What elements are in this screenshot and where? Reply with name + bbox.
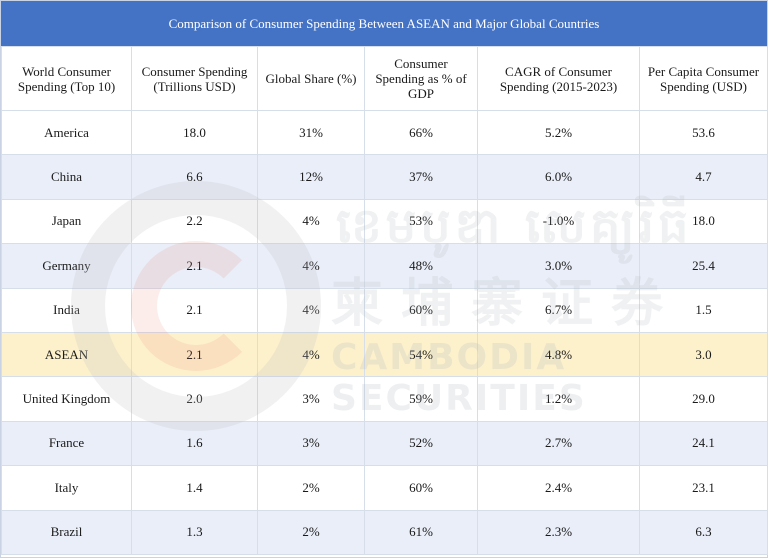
table-row: Brazil 1.3 2% 61% 2.3% 6.3 [1, 509, 768, 555]
cell-cagr: 3.0% [477, 243, 640, 289]
cell-country: China [1, 154, 132, 200]
cell-global-share: 4% [257, 198, 365, 245]
cell-spending-pct-gdp: 60% [364, 465, 478, 511]
cell-per-capita: 25.4 [639, 243, 768, 289]
cell-global-share: 3% [257, 376, 365, 422]
cell-cagr: 2.4% [477, 465, 640, 511]
cell-consumer-spending: 1.3 [131, 509, 258, 555]
table-title: Comparison of Consumer Spending Between … [1, 1, 767, 46]
cell-consumer-spending: 1.4 [131, 465, 258, 511]
cell-spending-pct-gdp: 37% [364, 154, 478, 200]
cell-global-share: 4% [257, 331, 365, 378]
cell-global-share: 2% [257, 509, 365, 555]
table-row: Germany 2.1 4% 48% 3.0% 25.4 [1, 243, 768, 289]
cell-cagr: 5.2% [477, 109, 640, 156]
cell-per-capita: 18.0 [639, 198, 768, 245]
cell-spending-pct-gdp: 52% [364, 420, 478, 467]
cell-spending-pct-gdp: 54% [364, 331, 478, 378]
table-row: China 6.6 12% 37% 6.0% 4.7 [1, 154, 768, 200]
header-cagr: CAGR of Consumer Spending (2015-2023) [477, 46, 640, 111]
table-row: France 1.6 3% 52% 2.7% 24.1 [1, 420, 768, 467]
cell-spending-pct-gdp: 48% [364, 243, 478, 289]
table-row: Japan 2.2 4% 53% -1.0% 18.0 [1, 198, 768, 245]
cell-spending-pct-gdp: 60% [364, 287, 478, 333]
cell-global-share: 4% [257, 287, 365, 333]
cell-cagr: -1.0% [477, 198, 640, 245]
cell-consumer-spending: 2.2 [131, 198, 258, 245]
cell-cagr: 1.2% [477, 376, 640, 422]
cell-consumer-spending: 1.6 [131, 420, 258, 467]
cell-global-share: 12% [257, 154, 365, 200]
cell-spending-pct-gdp: 53% [364, 198, 478, 245]
cell-per-capita: 3.0 [639, 331, 768, 378]
cell-global-share: 3% [257, 420, 365, 467]
header-consumer-spending: Consumer Spending (Trillions USD) [131, 46, 258, 111]
cell-per-capita: 1.5 [639, 287, 768, 333]
cell-spending-pct-gdp: 59% [364, 376, 478, 422]
table-body: America 18.0 31% 66% 5.2% 53.6 China 6.6 12% 37% 6… [1, 109, 768, 555]
cell-cagr: 4.8% [477, 331, 640, 378]
cell-country: America [1, 109, 132, 156]
cell-per-capita: 53.6 [639, 109, 768, 156]
cell-country: Germany [1, 243, 132, 289]
cell-country: United Kingdom [1, 376, 132, 422]
cell-consumer-spending: 2.0 [131, 376, 258, 422]
table-row: India 2.1 4% 60% 6.7% 1.5 [1, 287, 768, 333]
cell-country: Brazil [1, 509, 132, 555]
cell-consumer-spending: 6.6 [131, 154, 258, 200]
header-per-capita: Per Capita Consumer Spending (USD) [639, 46, 768, 111]
cell-per-capita: 24.1 [639, 420, 768, 467]
table-row: Italy 1.4 2% 60% 2.4% 23.1 [1, 465, 768, 511]
cell-per-capita: 29.0 [639, 376, 768, 422]
cell-per-capita: 6.3 [639, 509, 768, 555]
table-row: United Kingdom 2.0 3% 59% 1.2% 29.0 [1, 376, 768, 422]
cell-global-share: 4% [257, 243, 365, 289]
cell-spending-pct-gdp: 66% [364, 109, 478, 156]
table-row: America 18.0 31% 66% 5.2% 53.6 [1, 109, 768, 156]
cell-country: India [1, 287, 132, 333]
header-spending-pct-gdp: Consumer Spending as % of GDP [364, 46, 478, 111]
header-row: World Consumer Spending (Top 10) Consume… [1, 46, 768, 111]
cell-cagr: 6.7% [477, 287, 640, 333]
cell-country: Japan [1, 198, 132, 245]
cell-cagr: 6.0% [477, 154, 640, 200]
cell-global-share: 2% [257, 465, 365, 511]
header-country: World Consumer Spending (Top 10) [1, 46, 132, 111]
spending-table: World Consumer Spending (Top 10) Consume… [1, 46, 768, 555]
cell-consumer-spending: 2.1 [131, 243, 258, 289]
cell-cagr: 2.7% [477, 420, 640, 467]
cell-consumer-spending: 2.1 [131, 287, 258, 333]
cell-per-capita: 4.7 [639, 154, 768, 200]
header-global-share: Global Share (%) [257, 46, 365, 111]
cell-consumer-spending: 18.0 [131, 109, 258, 156]
cell-country: ASEAN [1, 331, 132, 378]
cell-global-share: 31% [257, 109, 365, 156]
cell-country: Italy [1, 465, 132, 511]
cell-cagr: 2.3% [477, 509, 640, 555]
cell-per-capita: 23.1 [639, 465, 768, 511]
cell-spending-pct-gdp: 61% [364, 509, 478, 555]
cell-country: France [1, 420, 132, 467]
cell-consumer-spending: 2.1 [131, 331, 258, 378]
table-row: ASEAN 2.1 4% 54% 4.8% 3.0 [1, 331, 768, 378]
